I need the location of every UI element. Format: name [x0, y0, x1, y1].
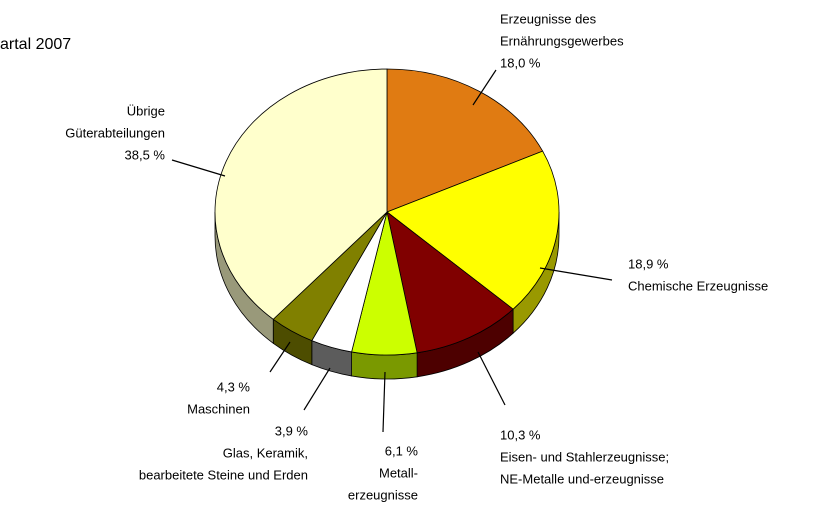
- value-label: 18,0 %: [500, 55, 541, 70]
- leader-line: [269, 341, 291, 373]
- slice-label: bearbeitete Steine und Erden: [139, 467, 308, 482]
- value-label: 38,5 %: [125, 147, 166, 162]
- leader-line: [539, 267, 613, 281]
- leader-line: [472, 69, 497, 106]
- slice-label: NE-Metalle und-erzeugnisse: [500, 471, 664, 486]
- slice-label: Übrige: [127, 103, 165, 118]
- pie-slice: [386, 68, 544, 213]
- value-label: 3,9 %: [275, 423, 309, 438]
- slice-label: Güterabteilungen: [65, 125, 165, 140]
- value-label: 4,3 %: [217, 379, 251, 394]
- pie-slice: [214, 68, 388, 320]
- chart-title: artal 2007: [0, 36, 71, 53]
- pie-slice: [386, 150, 560, 310]
- slice-label: Ernährungsgewerbes: [500, 33, 624, 48]
- value-label: 10,3 %: [500, 427, 541, 442]
- pie-slice: [386, 211, 514, 354]
- slice-label: Glas, Keramik,: [223, 445, 308, 460]
- leader-line: [303, 367, 331, 411]
- leader-line: [382, 371, 386, 433]
- slice-label: Metall-: [379, 465, 418, 480]
- value-label: 6,1 %: [385, 443, 419, 458]
- slice-label: Maschinen: [187, 401, 250, 416]
- slice-label: Erzeugnisse des: [500, 11, 597, 26]
- leader-line: [477, 351, 506, 406]
- slice-label: Chemische Erzeugnisse: [628, 278, 768, 293]
- slice-label: Eisen- und Stahlerzeugnisse;: [500, 449, 669, 464]
- leader-line: [171, 159, 226, 177]
- value-label: 18,9 %: [628, 256, 669, 271]
- slice-label: erzeugnisse: [348, 487, 418, 502]
